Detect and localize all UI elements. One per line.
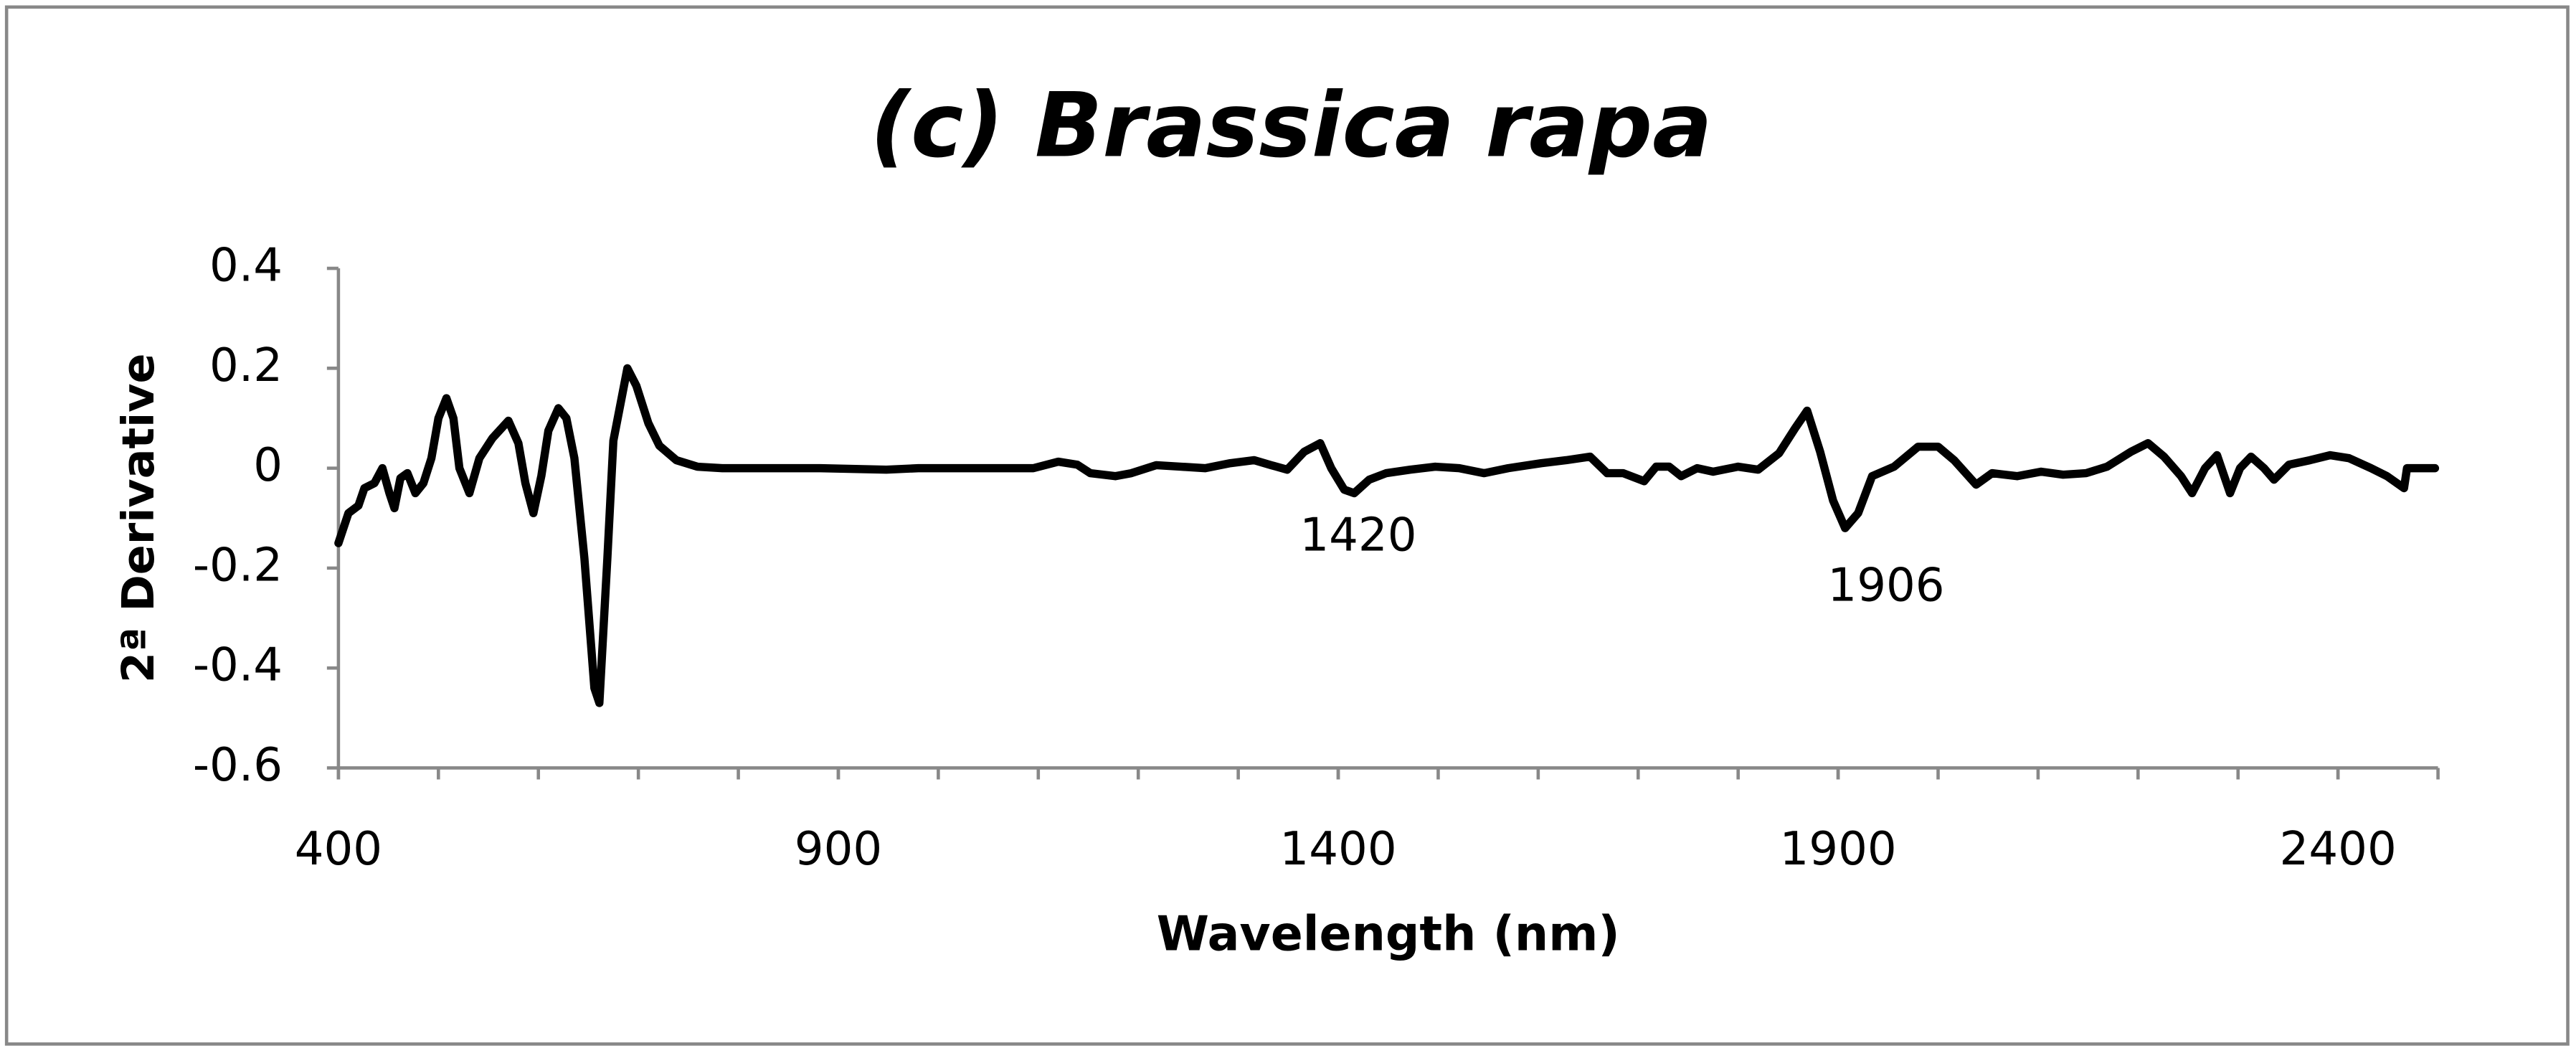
chart-frame <box>4 5 2570 1046</box>
y-tick-label: 0 <box>253 438 283 492</box>
y-tick-label: 0.4 <box>209 239 283 293</box>
y-tick-label: -0.6 <box>193 738 283 792</box>
y-tick-label: 0.2 <box>209 339 283 392</box>
y-axis-label: 2ª Derivative <box>113 354 164 683</box>
annotation: 1420 <box>1299 509 1416 562</box>
x-tick-label: 1900 <box>1779 822 1896 876</box>
data-line <box>334 364 2440 707</box>
chart-title: (c) Brassica rapa <box>871 75 1713 178</box>
x-tick-label: 1400 <box>1279 822 1396 876</box>
annotation: 1906 <box>1827 558 1944 612</box>
x-tick-label: 2400 <box>2280 822 2397 876</box>
y-tick-label: -0.2 <box>193 538 283 592</box>
x-tick-label: 400 <box>295 822 382 876</box>
y-tick-label: -0.4 <box>193 638 283 692</box>
x-axis-label: Wavelength (nm) <box>1157 905 1620 961</box>
x-tick-label: 900 <box>795 822 882 876</box>
